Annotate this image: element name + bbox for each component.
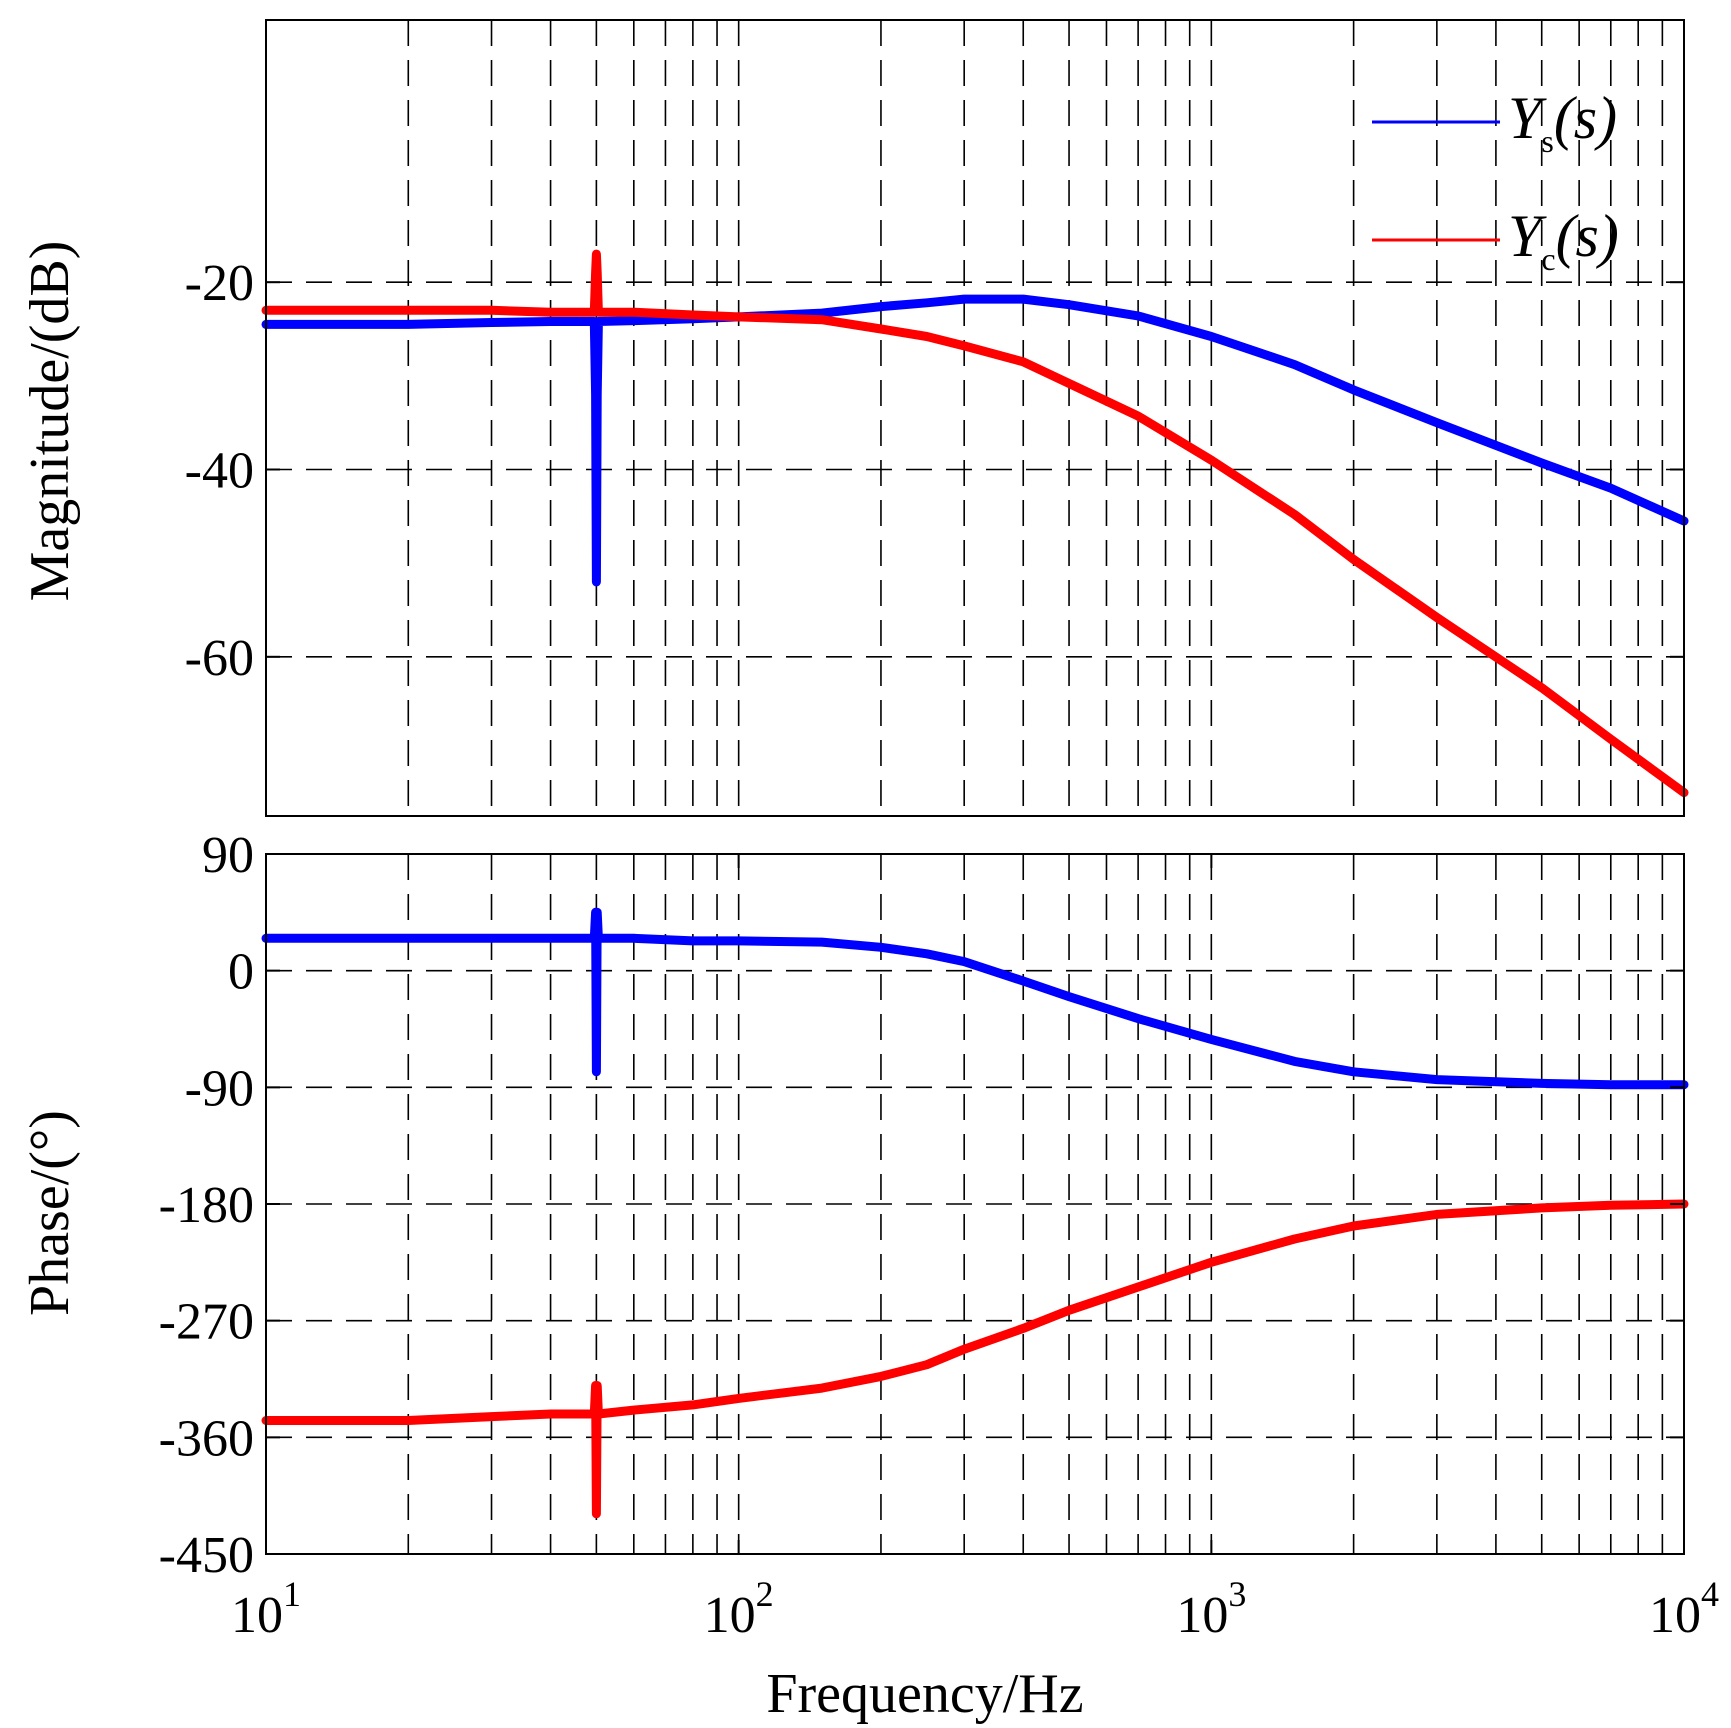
- y-tick-label: -270: [159, 1294, 254, 1351]
- x-tick-label: 101: [231, 1574, 301, 1644]
- phase-grid: [266, 854, 1684, 1554]
- y-tick-label: -360: [159, 1410, 254, 1467]
- legend-label-yc: Yc(s): [1508, 203, 1619, 277]
- legend-label-ys: Ys(s): [1508, 85, 1617, 159]
- y-tick-label: -40: [185, 443, 254, 500]
- magnitude-panel: -20 -40 -60: [185, 19, 1689, 817]
- phase-curves: [261, 907, 1689, 1519]
- phase-y-axis-label: Phase/(°): [19, 1110, 81, 1316]
- legend: Ys(s) Yc(s): [1372, 85, 1619, 277]
- magnitude-curves: [261, 249, 1689, 798]
- phase-panel: 90 0 -90 -180 -270 -360 -450 101 102 103 104: [159, 827, 1719, 1644]
- magnitude-y-ticks: -20 -40 -60: [185, 255, 1684, 687]
- magnitude-axes-frame: [265, 19, 1685, 817]
- x-tick-label: 104: [1649, 1574, 1719, 1644]
- y-tick-label: 90: [202, 827, 254, 884]
- magnitude-grid: [266, 20, 1684, 816]
- frequency-x-axis-label: Frequency/Hz: [766, 1663, 1083, 1725]
- series-line-ycs: [261, 249, 1689, 798]
- y-tick-label: -60: [185, 630, 254, 687]
- y-tick-label: -20: [185, 255, 254, 312]
- phase-y-ticks: 90 0 -90 -180 -270 -360 -450: [159, 827, 1684, 1584]
- x-tick-label: 102: [704, 1574, 774, 1644]
- series-line-ycs: [261, 1199, 1689, 1519]
- y-tick-label: -180: [159, 1177, 254, 1234]
- y-tick-label: 0: [228, 944, 254, 1001]
- frequency-x-ticks: 101 102 103 104: [231, 854, 1719, 1644]
- series-line-yss: [261, 294, 1689, 587]
- magnitude-y-axis-label: Magnitude/(dB): [19, 241, 81, 602]
- series-line-yss: [261, 907, 1689, 1090]
- y-tick-label: -90: [185, 1060, 254, 1117]
- y-tick-label: -450: [159, 1527, 254, 1584]
- x-tick-label: 103: [1176, 1574, 1246, 1644]
